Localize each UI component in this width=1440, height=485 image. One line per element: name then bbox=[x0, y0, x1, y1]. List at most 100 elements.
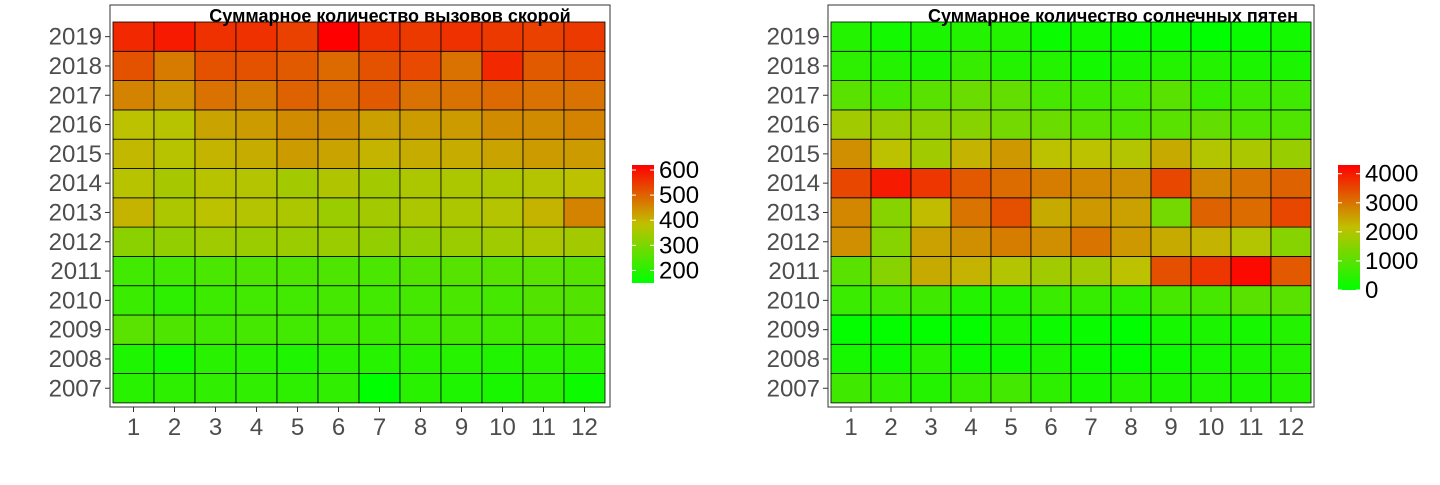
heatmap-cell bbox=[1230, 197, 1272, 228]
heatmap-cell bbox=[194, 50, 237, 81]
heatmap-cell bbox=[440, 343, 483, 374]
heatmap-cell bbox=[910, 197, 952, 228]
heatmap-panel-2: 2007200820092010201120122013201420152016… bbox=[767, 4, 1418, 441]
heatmap-cell bbox=[1270, 168, 1312, 199]
heatmap-cell bbox=[1070, 168, 1112, 199]
heatmap-cell bbox=[358, 138, 401, 169]
y-tick-label: 2019 bbox=[767, 24, 820, 51]
heatmap-cell bbox=[235, 80, 278, 111]
x-tick-label: 7 bbox=[1084, 414, 1097, 441]
heatmap-cell bbox=[1270, 197, 1312, 228]
heatmap-cell bbox=[1110, 80, 1152, 111]
heatmap-cell bbox=[1190, 314, 1232, 345]
heatmap-cell bbox=[194, 285, 237, 316]
heatmap-cell bbox=[235, 109, 278, 140]
heatmap-cell bbox=[1150, 138, 1192, 169]
heatmap-cell bbox=[830, 373, 872, 404]
heatmap-cell bbox=[481, 138, 524, 169]
heatmap-cell bbox=[1270, 314, 1312, 345]
heatmap-cell bbox=[1270, 109, 1312, 140]
heatmap-cell bbox=[522, 109, 565, 140]
heatmap-cell bbox=[910, 50, 952, 81]
x-tick-label: 6 bbox=[332, 414, 345, 441]
heatmap-cell bbox=[1190, 168, 1232, 199]
heatmap-cell bbox=[153, 314, 196, 345]
heatmap-cell bbox=[1230, 109, 1272, 140]
heatmap-cell bbox=[399, 255, 442, 287]
heatmap-cell bbox=[910, 255, 952, 287]
heatmap-cell bbox=[1110, 50, 1152, 81]
heatmap-cell bbox=[1110, 285, 1152, 316]
heatmap-cell bbox=[276, 50, 319, 81]
heatmap-cell bbox=[235, 50, 278, 81]
heatmap-cell bbox=[112, 226, 155, 257]
heatmap-cell bbox=[317, 21, 360, 52]
x-tick-label: 5 bbox=[291, 414, 304, 441]
heatmap-cell bbox=[358, 168, 401, 199]
heatmap-cell bbox=[276, 255, 319, 287]
heatmap-cell bbox=[276, 21, 319, 52]
heatmap-cell bbox=[1230, 255, 1272, 287]
heatmap-cell bbox=[153, 373, 196, 404]
heatmap-cell bbox=[481, 168, 524, 199]
heatmap-cell bbox=[910, 109, 952, 140]
heatmap-cell bbox=[1150, 285, 1192, 316]
heatmap-cell bbox=[399, 373, 442, 404]
heatmap-cell bbox=[1070, 50, 1112, 81]
heatmap-cell bbox=[990, 343, 1032, 374]
heatmap-cell bbox=[830, 109, 872, 140]
heatmap-cell bbox=[358, 21, 401, 52]
heatmap-cell bbox=[1270, 226, 1312, 257]
heatmap-cell bbox=[358, 285, 401, 316]
x-tick-label: 12 bbox=[1278, 414, 1305, 441]
heatmap-cell bbox=[112, 138, 155, 169]
y-tick-label: 2008 bbox=[767, 346, 820, 373]
heatmap-cell bbox=[276, 80, 319, 111]
heatmap-cell bbox=[1070, 343, 1112, 374]
heatmap-cell bbox=[1190, 21, 1232, 52]
heatmap-cell bbox=[358, 314, 401, 345]
heatmap-cell bbox=[1110, 168, 1152, 199]
heatmap-cell bbox=[399, 343, 442, 374]
heatmap-cell bbox=[481, 373, 524, 404]
heatmap-cell bbox=[399, 50, 442, 81]
heatmap-cell bbox=[910, 314, 952, 345]
heatmap-cell bbox=[112, 50, 155, 81]
heatmap-cell bbox=[990, 50, 1032, 81]
heatmap-cell bbox=[1150, 255, 1192, 287]
heatmap-cell bbox=[481, 50, 524, 81]
heatmap-cell bbox=[950, 255, 992, 287]
heatmap-cell bbox=[1070, 21, 1112, 52]
chart-title: Суммарное количество вызовов скорой bbox=[209, 6, 570, 26]
heatmap-cell bbox=[440, 80, 483, 111]
heatmap-cell bbox=[235, 373, 278, 404]
heatmap-cell bbox=[153, 255, 196, 287]
heatmap-cell bbox=[1150, 197, 1192, 228]
heatmap-cell bbox=[950, 168, 992, 199]
heatmap-cell bbox=[563, 197, 606, 228]
heatmap-cell bbox=[481, 109, 524, 140]
heatmap-cell bbox=[1110, 138, 1152, 169]
heatmap-cell bbox=[317, 255, 360, 287]
heatmap-cell bbox=[276, 197, 319, 228]
heatmap-cell bbox=[112, 80, 155, 111]
x-tick-label: 1 bbox=[844, 414, 857, 441]
heatmap-cell bbox=[870, 343, 912, 374]
y-tick-label: 2010 bbox=[767, 287, 820, 314]
heatmap-cell bbox=[1190, 80, 1232, 111]
y-tick-label: 2018 bbox=[49, 53, 102, 80]
heatmap-cell bbox=[950, 314, 992, 345]
heatmap-cell bbox=[1270, 255, 1312, 287]
heatmap-cell bbox=[563, 373, 606, 404]
y-tick-label: 2011 bbox=[768, 258, 820, 285]
heatmap-cell bbox=[317, 109, 360, 140]
heatmap-cell bbox=[563, 138, 606, 169]
heatmap-cell bbox=[317, 138, 360, 169]
heatmap-cell bbox=[990, 255, 1032, 287]
heatmap-cell bbox=[563, 226, 606, 257]
heatmap-cell bbox=[317, 50, 360, 81]
heatmap-cell bbox=[1030, 226, 1072, 257]
heatmap-cell bbox=[522, 168, 565, 199]
heatmap-cell bbox=[235, 314, 278, 345]
